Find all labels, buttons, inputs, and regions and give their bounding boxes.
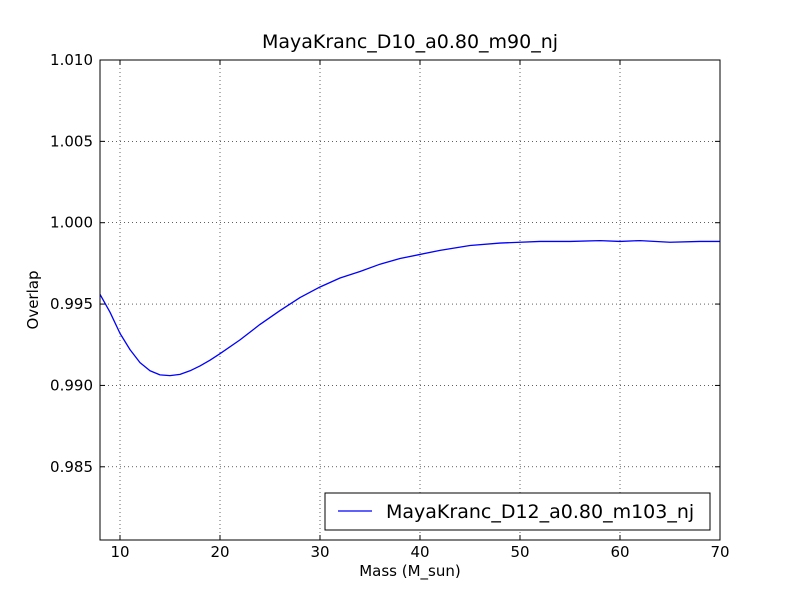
y-tick-label: 1.000 bbox=[50, 214, 93, 232]
series-line-0 bbox=[99, 239, 720, 377]
x-tick-label: 20 bbox=[210, 543, 229, 561]
y-tick-label: 0.990 bbox=[50, 376, 93, 394]
x-axis-label: Mass (M_sun) bbox=[359, 562, 461, 581]
plot-frame bbox=[99, 59, 721, 541]
y-tick-label: 1.010 bbox=[50, 51, 93, 69]
y-tick-label: 0.985 bbox=[50, 458, 93, 476]
series-lines bbox=[99, 239, 720, 377]
x-tick-labels: 10 20 30 40 50 60 70 bbox=[110, 543, 729, 561]
y-tick-labels: 0.985 0.990 0.995 1.000 1.005 1.010 bbox=[50, 51, 93, 476]
x-tick-label: 70 bbox=[710, 543, 729, 561]
x-tick-label: 50 bbox=[510, 543, 529, 561]
legend-box bbox=[324, 492, 711, 531]
legend-label-0: MayaKranc_D12_a0.80_m103_nj bbox=[386, 501, 694, 523]
legend: MayaKranc_D12_a0.80_m103_nj bbox=[324, 492, 711, 531]
x-tick-label: 60 bbox=[610, 543, 629, 561]
chart-title: MayaKranc_D10_a0.80_m90_nj bbox=[262, 31, 558, 53]
axis-ticks bbox=[100, 59, 721, 540]
x-tick-label: 10 bbox=[110, 543, 129, 561]
x-tick-label: 40 bbox=[410, 543, 429, 561]
x-tick-label: 30 bbox=[310, 543, 329, 561]
y-tick-label: 1.005 bbox=[50, 132, 93, 150]
grid-lines bbox=[100, 59, 721, 540]
y-tick-label: 0.995 bbox=[50, 295, 93, 313]
y-axis-label: Overlap bbox=[24, 271, 42, 330]
